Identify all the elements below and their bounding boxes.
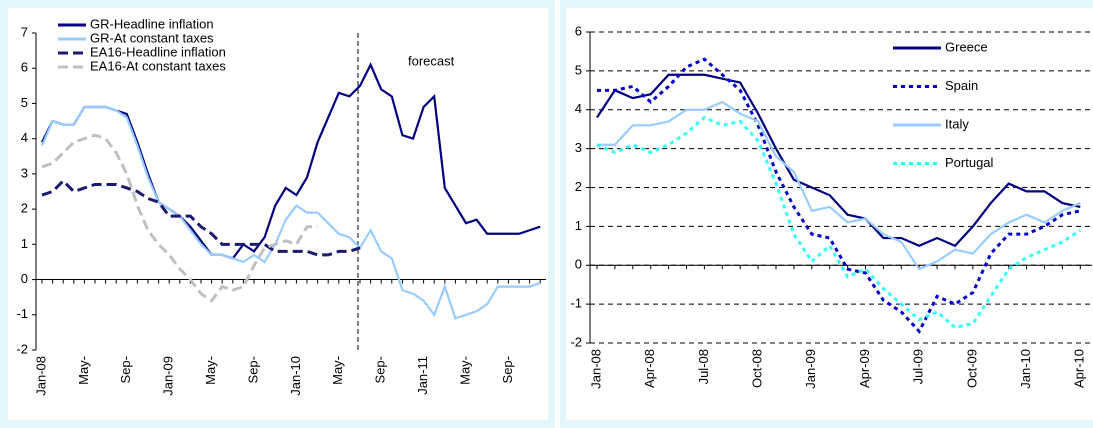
legend-label: EA16-At constant taxes — [90, 58, 226, 73]
legend-label: GR-Headline inflation — [90, 16, 214, 31]
annotation: forecast — [408, 53, 455, 68]
y-tick-label: 5 — [21, 95, 28, 110]
y-tick-label: 0 — [21, 271, 28, 286]
y-tick-label: -2 — [16, 341, 28, 356]
x-tick-label: Jan-08 — [33, 356, 48, 396]
y-tick-label: 1 — [21, 236, 28, 251]
x-tick-label: Jan-08 — [588, 349, 603, 389]
y-tick-label: 4 — [575, 101, 582, 116]
x-tick-label: Oct-08 — [750, 349, 765, 388]
plot-area — [566, 8, 1093, 420]
x-tick-label: Sep- — [118, 356, 133, 383]
legend-label: Greece — [945, 39, 988, 54]
y-tick-label: 6 — [575, 23, 582, 38]
y-tick-label: 3 — [21, 165, 28, 180]
legend-label: EA16-Headline inflation — [90, 44, 226, 59]
x-tick-label: Jan-10 — [288, 356, 303, 396]
y-tick-label: -2 — [570, 334, 582, 349]
y-tick-label: 3 — [575, 140, 582, 155]
series-line — [40, 105, 541, 320]
y-tick-label: 6 — [21, 60, 28, 75]
x-tick-label: Jul-09 — [911, 349, 926, 384]
series-line — [596, 115, 1082, 330]
x-tick-label: May- — [76, 356, 91, 385]
x-tick-label: May- — [457, 356, 472, 385]
x-tick-label: Oct-09 — [964, 349, 979, 388]
y-tick-label: 7 — [21, 24, 28, 39]
x-tick-label: May- — [330, 356, 345, 385]
legend-label: GR-At constant taxes — [90, 30, 214, 45]
y-tick-label: -1 — [16, 306, 28, 321]
x-tick-label: May- — [203, 356, 218, 385]
legend-label: Italy — [945, 116, 969, 131]
y-tick-label: -1 — [570, 296, 582, 311]
legend-label: Portugal — [945, 155, 994, 170]
series-line — [41, 62, 541, 260]
legend-label: Spain — [945, 78, 978, 93]
x-tick-label: Sep- — [500, 356, 515, 383]
x-tick-label: Jan-09 — [161, 356, 176, 396]
y-tick-label: 1 — [575, 218, 582, 233]
series-line — [597, 100, 1081, 271]
x-tick-label: Jul-08 — [696, 349, 711, 384]
x-tick-label: Jan-11 — [415, 356, 430, 395]
series-line — [597, 57, 1081, 334]
series-line — [41, 133, 318, 303]
y-tick-label: 2 — [21, 201, 28, 216]
x-tick-label: Apr-08 — [642, 349, 657, 388]
series-line — [41, 178, 361, 257]
x-tick-label: Jan-09 — [803, 349, 818, 389]
y-tick-label: 4 — [21, 130, 28, 145]
plot-area — [8, 8, 548, 420]
x-tick-label: Sep- — [245, 356, 260, 383]
x-tick-label: Jan-10 — [1018, 349, 1033, 389]
x-tick-label: Apr-10 — [1072, 349, 1087, 388]
y-tick-label: 2 — [575, 179, 582, 194]
x-tick-label: Sep- — [373, 356, 388, 383]
x-tick-label: Apr-09 — [857, 349, 872, 388]
y-tick-label: 0 — [575, 257, 582, 272]
y-tick-label: 5 — [575, 62, 582, 77]
